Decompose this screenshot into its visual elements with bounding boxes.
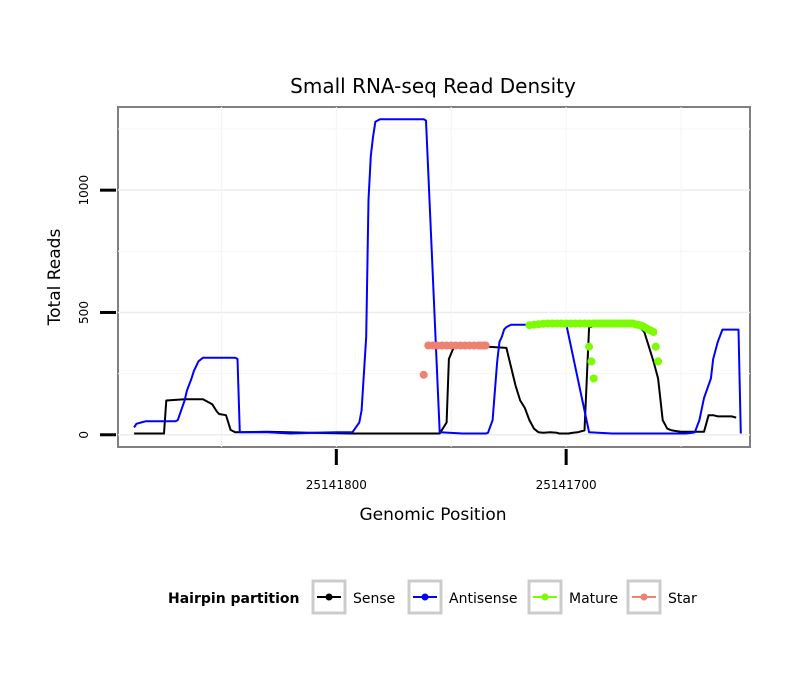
x-tick-label: 25141700 <box>536 478 597 492</box>
data-point-star <box>419 370 428 379</box>
data-point-mature <box>651 342 660 351</box>
legend-label-mature: Mature <box>569 591 618 607</box>
series-star <box>419 341 490 379</box>
data-point-mature <box>587 357 596 366</box>
legend-item-mature: Mature <box>527 579 618 615</box>
axis-layer: 25141800 25141700 0 500 1000 <box>77 175 597 492</box>
data-point-star <box>481 341 490 350</box>
series-mature <box>525 319 663 383</box>
y-tick-label: 500 <box>77 301 91 324</box>
series-line-antisense <box>133 118 742 435</box>
y-tick-label: 0 <box>77 431 91 439</box>
legend-key-point <box>325 593 333 601</box>
x-tick-label: 25141800 <box>306 478 367 492</box>
legend-label-star: Star <box>668 591 697 607</box>
data-point-mature <box>585 342 594 351</box>
y-tick-label: 1000 <box>77 175 91 206</box>
legend-item-antisense: Antisense <box>407 579 518 615</box>
legend-key-point <box>541 593 549 601</box>
legend-label-sense: Sense <box>353 591 395 607</box>
plot-panel <box>117 106 751 448</box>
legend: Hairpin partition Sense Antisense Mature St… <box>168 579 697 615</box>
x-axis-label: Genomic Position <box>359 505 506 525</box>
data-point-mature <box>649 328 658 336</box>
series-antisense <box>133 118 742 435</box>
legend-items: Sense Antisense Mature Star <box>311 579 697 615</box>
data-point-mature <box>654 357 663 366</box>
data-point-mature <box>589 374 598 383</box>
series-layer <box>133 118 742 435</box>
legend-key-point <box>640 593 648 601</box>
legend-title: Hairpin partition <box>168 591 299 607</box>
legend-label-antisense: Antisense <box>449 591 518 607</box>
legend-item-sense: Sense <box>311 579 395 615</box>
chart-title: Small RNA-seq Read Density <box>290 74 576 98</box>
legend-item-star: Star <box>626 579 697 615</box>
legend-key-point <box>421 593 429 601</box>
y-axis-label: Total Reads <box>45 229 65 327</box>
